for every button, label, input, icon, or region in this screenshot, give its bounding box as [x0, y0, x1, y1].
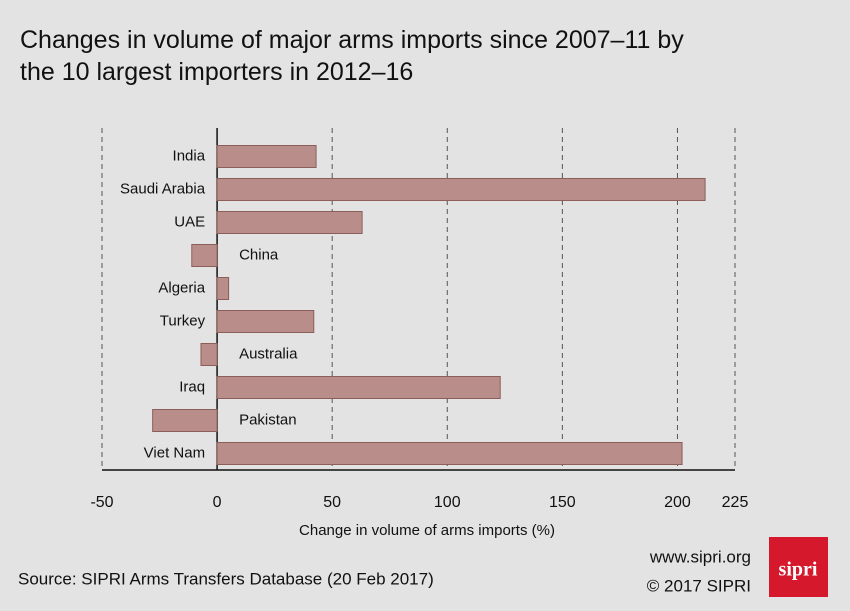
y-tick-label: Algeria [158, 279, 205, 296]
x-tick-label: 0 [213, 494, 222, 511]
y-tick-label: Saudi Arabia [120, 180, 206, 197]
y-tick-label: UAE [174, 213, 205, 230]
x-tick-label: 50 [323, 494, 341, 511]
y-tick-label: Iraq [179, 378, 205, 395]
x-tick-label: 200 [664, 494, 691, 511]
x-tick-label: -50 [90, 494, 113, 511]
bar [216, 277, 230, 300]
bar [191, 244, 218, 267]
y-tick-label: Turkey [160, 312, 206, 329]
x-tick-label: 150 [549, 494, 576, 511]
bar [216, 211, 363, 234]
logo-box [769, 537, 828, 597]
copyright: © 2017 SIPRI [647, 576, 751, 595]
bar [216, 376, 501, 399]
bar [216, 442, 683, 465]
y-tick-label: India [173, 147, 206, 164]
bar [216, 178, 706, 201]
x-axis-label: Change in volume of arms imports (%) [299, 522, 555, 539]
bar [216, 310, 315, 333]
y-tick-label: Viet Nam [144, 444, 205, 461]
bar [216, 145, 317, 168]
y-tick-label: Pakistan [239, 411, 297, 428]
website: www.sipri.org [649, 547, 751, 566]
source: Source: SIPRI Arms Transfers Database (2… [18, 569, 434, 588]
chart-title: Changes in volume of major arms imports … [20, 26, 684, 86]
x-tick-label: 100 [434, 494, 461, 511]
bar [200, 343, 218, 366]
y-tick-label: Australia [239, 345, 298, 362]
bar [152, 409, 218, 432]
logo: sipri [779, 559, 818, 581]
y-tick-label: China [239, 246, 279, 263]
x-tick-label: 225 [722, 494, 749, 511]
